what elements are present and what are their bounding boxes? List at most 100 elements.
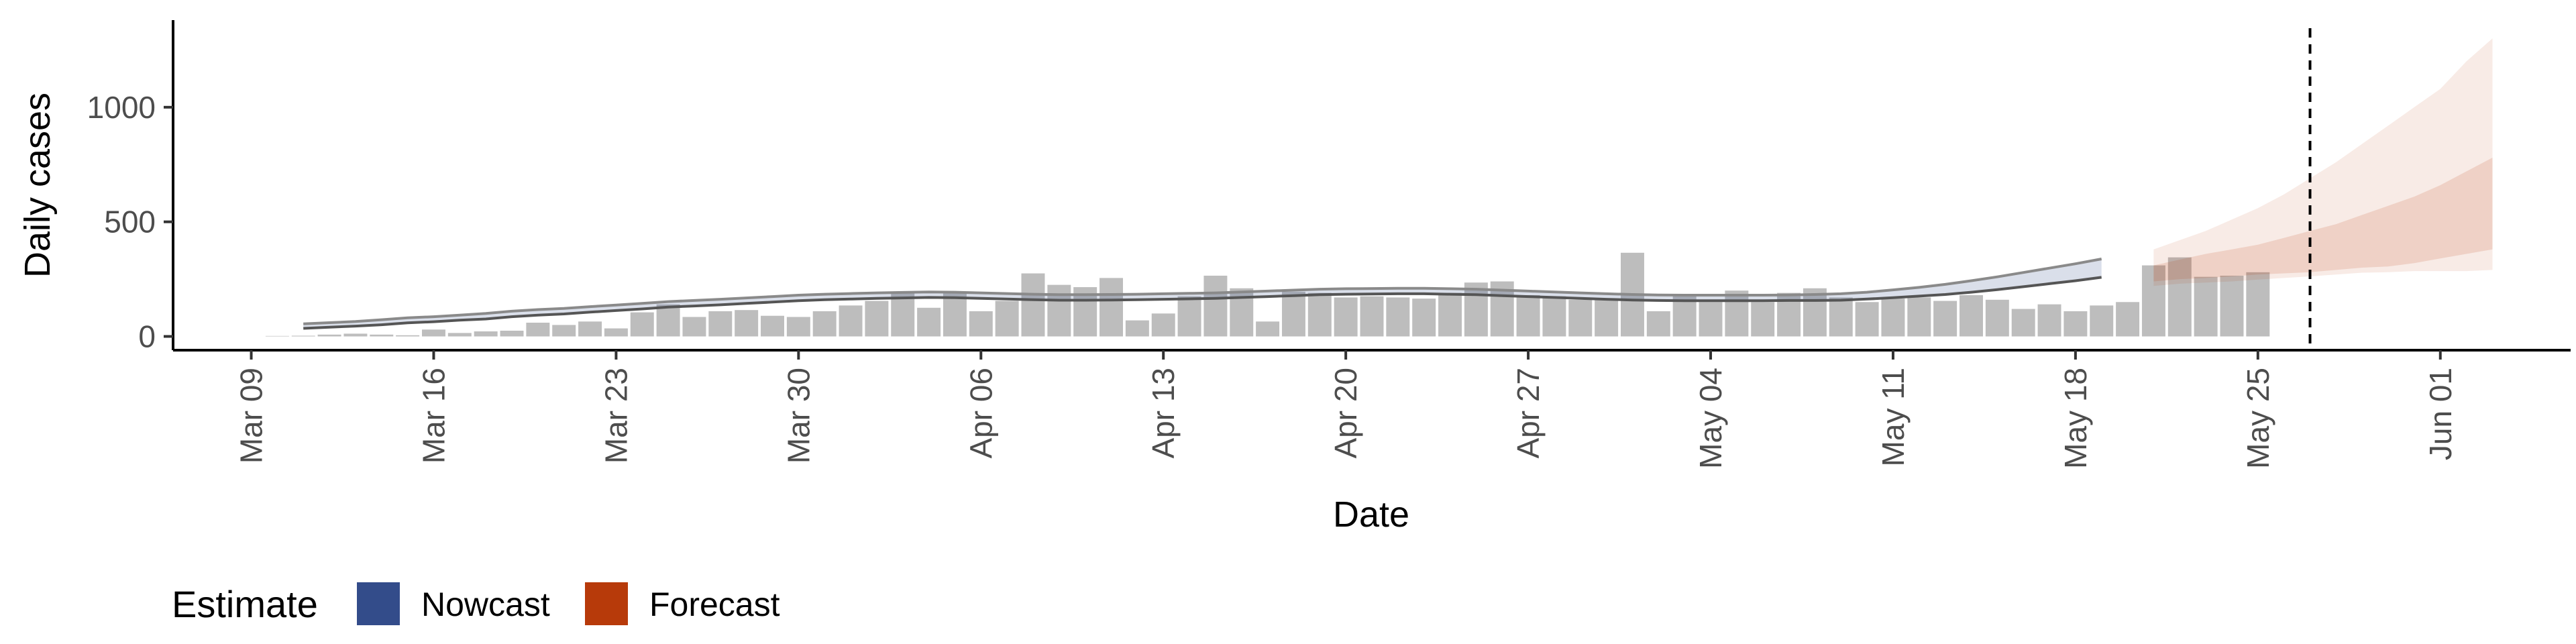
case-bar [1125,320,1149,337]
x-tick-label: Apr 13 [1146,368,1181,459]
axes: 0 500 1000 Mar 09 Mar 16 Mar 23 Mar 30 Apr 06 A… [17,20,2571,535]
case-bar [1646,311,1670,337]
case-bar [447,333,472,337]
y-tick-label: 0 [138,319,156,354]
case-bar [1438,292,1462,337]
case-bar [839,305,863,337]
case-bar [1386,297,1410,337]
case-bar [2090,305,2114,337]
case-bar [1151,313,1175,337]
case-bar [291,335,315,337]
case-bar [2116,302,2140,337]
case-bar [1464,282,1488,337]
case-bar [1595,299,1619,337]
case-bar [1177,296,1201,337]
case-bar [682,317,706,337]
x-tick-label: May 04 [1693,368,1728,469]
case-bar [2194,276,2218,337]
x-tick-label: Mar 30 [781,368,816,464]
case-bar [1516,295,1540,337]
case-bar [708,311,733,337]
case-bar [1725,290,1749,337]
case-bar [526,323,550,337]
case-bar [1412,299,1436,337]
case-bar [630,312,654,337]
nowcast-lower-line [303,276,2102,330]
legend-label-nowcast: Nowcast [421,586,550,623]
case-bar [1203,275,1228,337]
case-bar [500,330,524,337]
nowcast-upper-line [303,258,2102,325]
case-bar [1360,296,1384,337]
case-bar [265,335,289,337]
case-bar [943,292,967,337]
case-bar [396,335,420,337]
case-bar [1568,299,1593,337]
case-bar [812,311,837,337]
case-bar [2246,272,2270,337]
x-axis-title: Date [1333,494,1409,535]
case-bar [917,307,941,337]
case-bar [995,301,1019,337]
case-bar [735,310,759,337]
x-tick-label: May 25 [2241,368,2275,469]
case-bar [604,328,628,337]
legend-swatch-forecast [585,582,628,625]
case-bar [2063,311,2088,337]
case-bar [2141,265,2165,337]
case-bar [1047,284,1071,337]
case-bar [1985,299,2009,337]
case-bar [786,317,810,337]
y-axis-ticks: 0 500 1000 [87,90,173,354]
case-bar [1960,295,1983,337]
case-bar [2167,257,2192,337]
legend-title: Estimate [172,583,318,625]
case-bar [1699,302,1723,337]
forecast-inner-band [2153,158,2493,282]
case-bar [474,331,498,337]
case-bar [578,321,602,337]
case-bar [421,329,445,337]
y-axis-title: Daily cases [17,93,58,278]
estimate-bands [303,38,2493,330]
case-bar [1933,301,1957,337]
forecast-outer-band [2153,38,2493,286]
legend-label-forecast: Forecast [649,586,780,623]
legend-swatch-nowcast [357,582,400,625]
case-bar [343,333,368,337]
x-tick-label: Mar 09 [234,368,269,464]
case-bar [1855,302,1879,337]
case-bar [1334,297,1358,337]
case-bar [2011,309,2035,337]
case-bar [2037,304,2061,337]
x-tick-label: Mar 23 [598,368,633,464]
case-bar [656,304,680,337]
observed-cases-bars [265,252,2270,337]
case-bar [1803,288,1827,337]
x-tick-label: Apr 20 [1328,368,1363,459]
case-bar [1751,302,1775,337]
case-bar [1542,296,1566,337]
case-bar [370,334,394,337]
case-bar [761,315,784,337]
case-bar [1881,299,1905,337]
case-bar [1307,292,1332,337]
case-bar [1281,291,1305,337]
x-tick-label: Apr 27 [1511,368,1546,459]
case-bar [1907,297,1931,337]
plot-area [265,28,2493,350]
x-tick-label: Apr 06 [963,368,998,459]
x-tick-label: Mar 16 [416,368,451,464]
legend: Estimate Nowcast Forecast [172,582,780,625]
x-tick-label: May 11 [1876,368,1911,466]
case-bar [1021,273,1045,337]
y-tick-label: 500 [104,205,156,239]
case-bar [1099,278,1124,337]
case-bar [2220,275,2244,337]
case-bar [1256,321,1280,337]
x-axis-ticks: Mar 09 Mar 16 Mar 23 Mar 30 Apr 06 Apr 13 Apr … [234,350,2458,469]
case-bar [969,311,993,337]
case-bar [317,334,341,337]
case-bar [865,301,889,337]
case-bar [552,325,576,337]
